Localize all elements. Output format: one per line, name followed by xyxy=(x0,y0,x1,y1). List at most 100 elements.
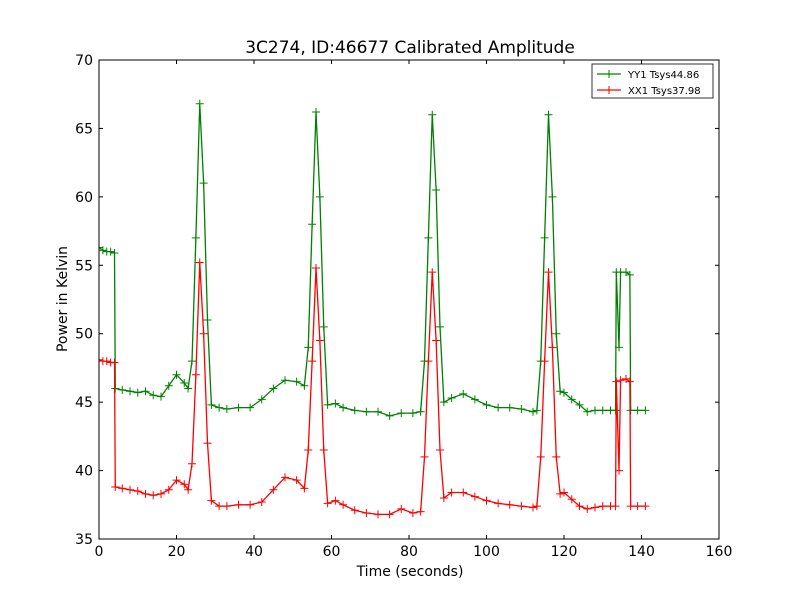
data-point xyxy=(633,406,642,415)
data-point xyxy=(540,233,549,242)
data-point xyxy=(269,485,278,494)
data-point xyxy=(319,446,328,455)
data-point xyxy=(424,357,433,366)
data-point xyxy=(106,247,115,256)
data-point xyxy=(111,482,120,491)
data-point xyxy=(517,502,526,511)
data-point xyxy=(164,485,173,494)
data-point xyxy=(625,270,634,279)
series-1 xyxy=(99,99,650,420)
data-point xyxy=(292,476,301,485)
x-tick-label: 160 xyxy=(706,544,733,560)
legend-marker xyxy=(605,86,613,94)
x-tick-label: 20 xyxy=(168,544,186,560)
data-point xyxy=(612,377,621,386)
data-point xyxy=(99,246,107,255)
y-tick-label: 35 xyxy=(75,532,93,548)
data-point xyxy=(598,406,607,415)
data-point xyxy=(494,499,503,508)
data-point xyxy=(641,502,650,511)
data-point xyxy=(611,502,620,511)
data-point xyxy=(215,403,224,412)
data-point xyxy=(517,404,526,413)
x-tick-label: 40 xyxy=(245,544,263,560)
data-point xyxy=(540,357,549,366)
x-axis-label: Time (seconds) xyxy=(356,564,464,580)
data-point xyxy=(556,387,565,396)
data-point xyxy=(482,400,491,409)
y-tick-label: 45 xyxy=(75,395,93,411)
data-point xyxy=(470,395,479,404)
data-point xyxy=(560,388,568,397)
data-point xyxy=(544,110,553,119)
data-point xyxy=(195,258,204,267)
data-point xyxy=(281,376,289,385)
legend-label: XX1 Tsys37.98 xyxy=(628,86,701,97)
data-point xyxy=(308,357,317,366)
data-point xyxy=(207,400,216,409)
data-point xyxy=(126,485,134,494)
data-point xyxy=(184,485,193,494)
data-point xyxy=(331,496,340,505)
data-point xyxy=(641,406,650,415)
data-point xyxy=(323,499,332,508)
data-point xyxy=(420,452,429,461)
data-point xyxy=(439,398,448,407)
data-point xyxy=(633,502,642,511)
data-point xyxy=(331,399,340,408)
data-point xyxy=(157,489,165,498)
data-point xyxy=(133,388,142,397)
data-point xyxy=(544,268,553,277)
data-point xyxy=(203,439,212,448)
data-point xyxy=(575,400,584,409)
data-point xyxy=(385,411,394,420)
data-point xyxy=(536,452,545,461)
data-point xyxy=(385,510,394,519)
data-point xyxy=(118,484,127,493)
data-point xyxy=(246,500,255,509)
data-point xyxy=(339,403,348,412)
data-point xyxy=(505,500,514,509)
x-tick-label: 80 xyxy=(400,544,418,560)
data-point xyxy=(397,504,406,513)
data-point xyxy=(591,503,599,512)
data-point xyxy=(191,370,200,379)
data-point xyxy=(199,179,208,188)
data-point xyxy=(191,233,200,242)
data-point xyxy=(102,357,111,366)
data-point xyxy=(567,495,576,504)
data-point xyxy=(436,446,444,455)
data-point xyxy=(246,403,255,412)
data-point xyxy=(494,403,503,412)
data-point xyxy=(548,343,557,352)
data-point xyxy=(532,502,541,511)
legend-marker xyxy=(605,70,613,78)
x-tick-label: 0 xyxy=(95,544,104,560)
data-point xyxy=(428,268,437,277)
data-point xyxy=(470,492,479,501)
data-point xyxy=(615,343,624,352)
data-point xyxy=(141,387,150,396)
data-point xyxy=(172,476,181,485)
data-point xyxy=(149,491,158,500)
data-point xyxy=(188,357,196,366)
data-point xyxy=(319,322,328,331)
data-point xyxy=(424,233,433,242)
data-point xyxy=(552,452,561,461)
data-point xyxy=(199,329,208,338)
data-point xyxy=(591,406,599,415)
data-point xyxy=(141,489,150,498)
data-point xyxy=(281,473,289,482)
data-point xyxy=(269,384,278,393)
data-point xyxy=(180,480,189,489)
data-point xyxy=(615,466,624,475)
data-point xyxy=(416,407,425,416)
data-point xyxy=(222,404,231,413)
x-tick-label: 100 xyxy=(473,544,500,560)
data-point xyxy=(188,459,196,468)
y-tick-label: 60 xyxy=(75,190,93,206)
data-point xyxy=(447,394,456,403)
axis-ticks: 0 20 40 60 80 100 120 140 160 35 40 45 50 55 60 65 70 xyxy=(75,53,732,560)
data-point xyxy=(323,400,332,409)
